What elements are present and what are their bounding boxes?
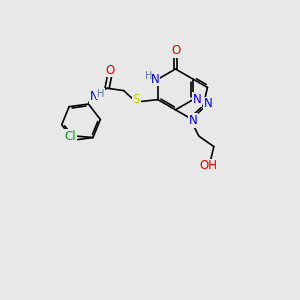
Text: O: O (106, 64, 115, 77)
Text: H: H (97, 88, 104, 99)
Text: N: N (90, 90, 98, 103)
Text: Cl: Cl (64, 130, 76, 142)
Text: N: N (192, 93, 201, 106)
Text: N: N (151, 73, 159, 86)
Text: H: H (145, 70, 152, 81)
Text: OH: OH (200, 159, 218, 172)
Text: N: N (203, 98, 212, 110)
Text: O: O (171, 44, 180, 58)
Text: N: N (189, 114, 198, 127)
Text: S: S (133, 93, 140, 106)
